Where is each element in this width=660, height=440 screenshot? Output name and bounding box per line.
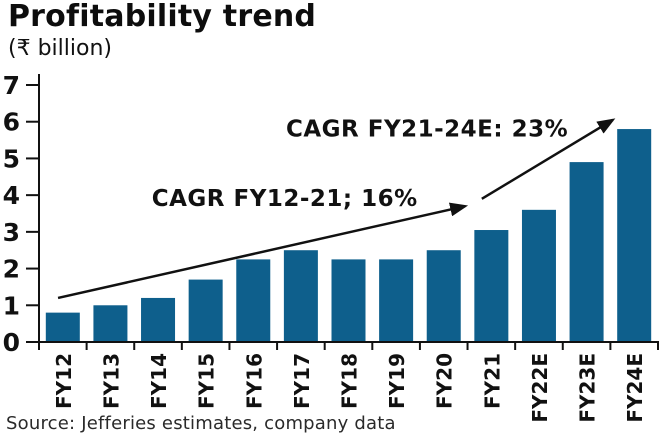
y-tick-label: 6 (3, 108, 20, 137)
page-title: Profitability trend (8, 0, 317, 34)
bar-FY21 (474, 230, 509, 342)
y-tick-label: 5 (3, 144, 20, 173)
bar-FY16 (236, 259, 271, 342)
x-axis-label-FY21: FY21 (480, 353, 504, 409)
x-axis-label-FY12: FY12 (52, 353, 76, 409)
y-tick-label: 0 (3, 328, 20, 357)
y-tick-label: 4 (3, 181, 20, 210)
bar-FY23E (569, 162, 604, 342)
x-axis-label-FY14: FY14 (147, 353, 171, 409)
x-axis-label-FY16: FY16 (242, 353, 266, 409)
unit-label: (₹ billion) (8, 36, 112, 61)
x-axis-label-FY20: FY20 (433, 353, 457, 409)
profitability-bar-chart: 0 1 2 3 4 5 6 7 FY12 FY13 FY14 FY15 FY16 FY17 FY18 FY19… (3, 71, 659, 423)
bar-FY13 (93, 305, 128, 342)
bar-FY24E (617, 129, 652, 342)
y-tick-label: 1 (3, 291, 20, 320)
x-axis-label-FY23E: FY23E (576, 353, 600, 423)
source-note: Source: Jefferies estimates, company dat… (6, 413, 396, 434)
trend-arrow-cagr-fy21-24e (481, 118, 616, 200)
annotation-label-cagr-fy21-24e: CAGR FY21-24E: 23% (286, 116, 568, 142)
bar-FY12 (45, 312, 80, 342)
x-axis-label-FY22E: FY22E (528, 353, 552, 423)
bar-FY22E (521, 209, 556, 342)
bar-FY14 (141, 297, 176, 342)
y-tick-label: 7 (3, 71, 20, 100)
bar-FY19 (379, 259, 414, 342)
bar-FY20 (426, 250, 461, 342)
x-axis-label-FY13: FY13 (99, 353, 123, 409)
y-tick-label: 2 (3, 255, 20, 284)
y-tick-label: 3 (3, 218, 20, 247)
bar-FY18 (331, 259, 366, 342)
x-axis-label-FY19: FY19 (385, 353, 409, 409)
bar-FY17 (283, 250, 318, 342)
x-axis-label-FY17: FY17 (290, 353, 314, 409)
x-axis-label-FY15: FY15 (195, 353, 219, 409)
x-axis-label-FY24E: FY24E (623, 353, 647, 423)
bar-FY15 (188, 279, 223, 342)
x-axis-label-FY18: FY18 (338, 353, 362, 409)
annotation-label-cagr-fy12-21: CAGR FY12-21; 16% (152, 186, 418, 212)
trend-arrow-cagr-fy12-21 (57, 202, 469, 300)
